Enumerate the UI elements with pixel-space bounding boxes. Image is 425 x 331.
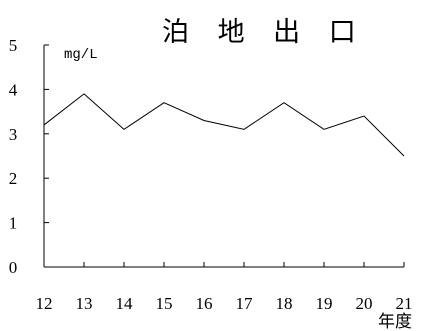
x-tick-label: 16	[196, 294, 213, 313]
x-tick-label: 17	[236, 294, 254, 313]
x-axis-unit: 年度	[378, 312, 412, 331]
x-tick-label: 20	[356, 294, 373, 313]
x-tick-label: 15	[156, 294, 173, 313]
x-tick-label: 18	[276, 294, 293, 313]
x-tick-label: 12	[36, 294, 53, 313]
y-tick-label: 0	[9, 258, 18, 277]
y-tick-label: 1	[9, 214, 18, 233]
y-ticks: 0 1 2 3 4 5	[9, 36, 49, 277]
x-ticks: 12 13 14 15 16 17 18 19 20 21	[36, 262, 413, 313]
x-tick-label: 13	[76, 294, 93, 313]
x-tick-label: 14	[116, 294, 134, 313]
x-tick-label: 19	[316, 294, 333, 313]
y-tick-label: 5	[9, 36, 18, 55]
y-tick-label: 3	[9, 125, 18, 144]
y-axis-unit: mg/L	[64, 47, 98, 63]
x-tick-label: 21	[396, 294, 413, 313]
y-tick-label: 2	[9, 169, 18, 188]
y-tick-label: 4	[9, 80, 18, 99]
series-line	[43, 93, 405, 157]
chart-title: 泊 地 出 口	[162, 17, 366, 48]
